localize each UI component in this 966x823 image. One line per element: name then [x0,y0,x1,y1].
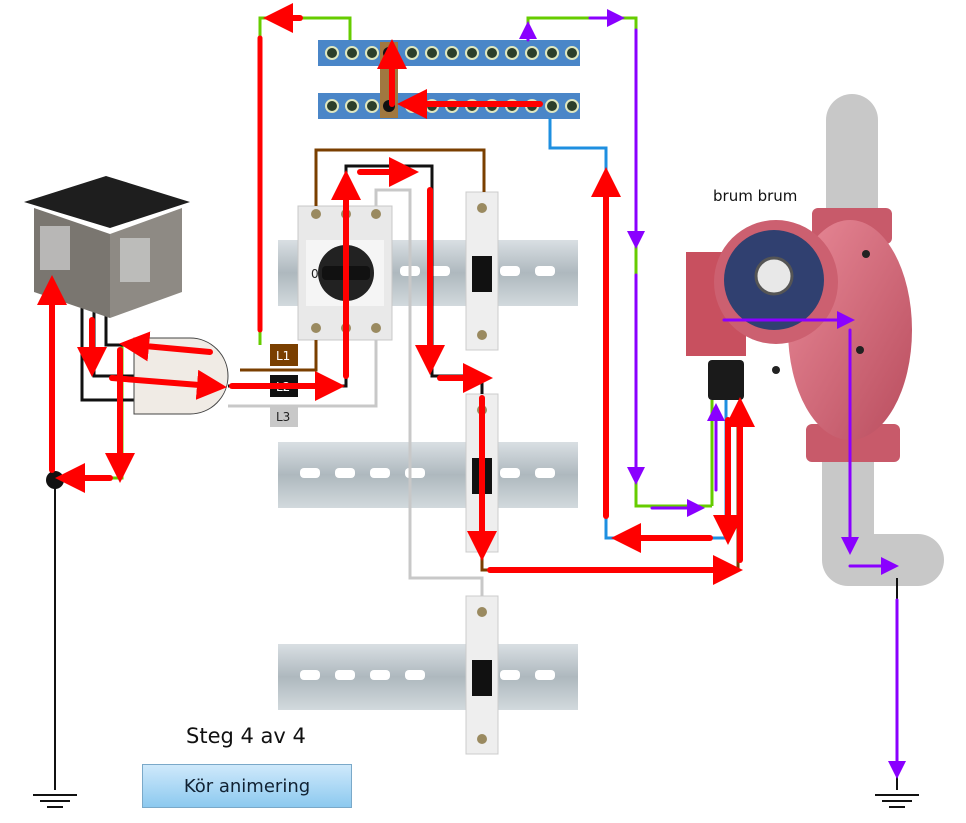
phase-label-l1: L1 [276,349,290,363]
circuit-breaker-3 [465,595,499,755]
phase-label-l1-box [270,344,298,366]
return-flow-arrows [519,9,906,779]
transformer-box [24,176,190,318]
arrow-icon [109,369,227,400]
current-flow-arrows [37,3,755,585]
phase-wire-brown-top [314,148,486,206]
din-rail-middle [278,442,578,508]
phase-label-l3-box [270,405,298,427]
arrow-icon [119,331,213,362]
phase-label-l3: L3 [276,410,290,424]
run-animation-button[interactable]: Kör animering [142,764,352,808]
phase-wire-grey-top [374,188,484,596]
switch-position-label: 0 [311,267,319,281]
earth-wire-plug [60,345,124,480]
terminal-block-earth [318,40,580,66]
circulation-pump [686,208,912,462]
circuit-breaker-1 [465,191,499,351]
phase-wire-brown [240,340,318,372]
phase-wire-grey [228,340,378,408]
ground-symbol-icon [33,794,77,808]
ground-symbol-icon [875,794,919,808]
pump-label: brum brum [713,187,797,205]
din-rail-bottom [278,644,578,710]
pipe-elbow-bottom [822,424,944,586]
step-counter: Steg 4 av 4 [186,724,306,748]
junction-dot-icon [46,471,64,489]
plug-wire-1 [80,295,134,402]
